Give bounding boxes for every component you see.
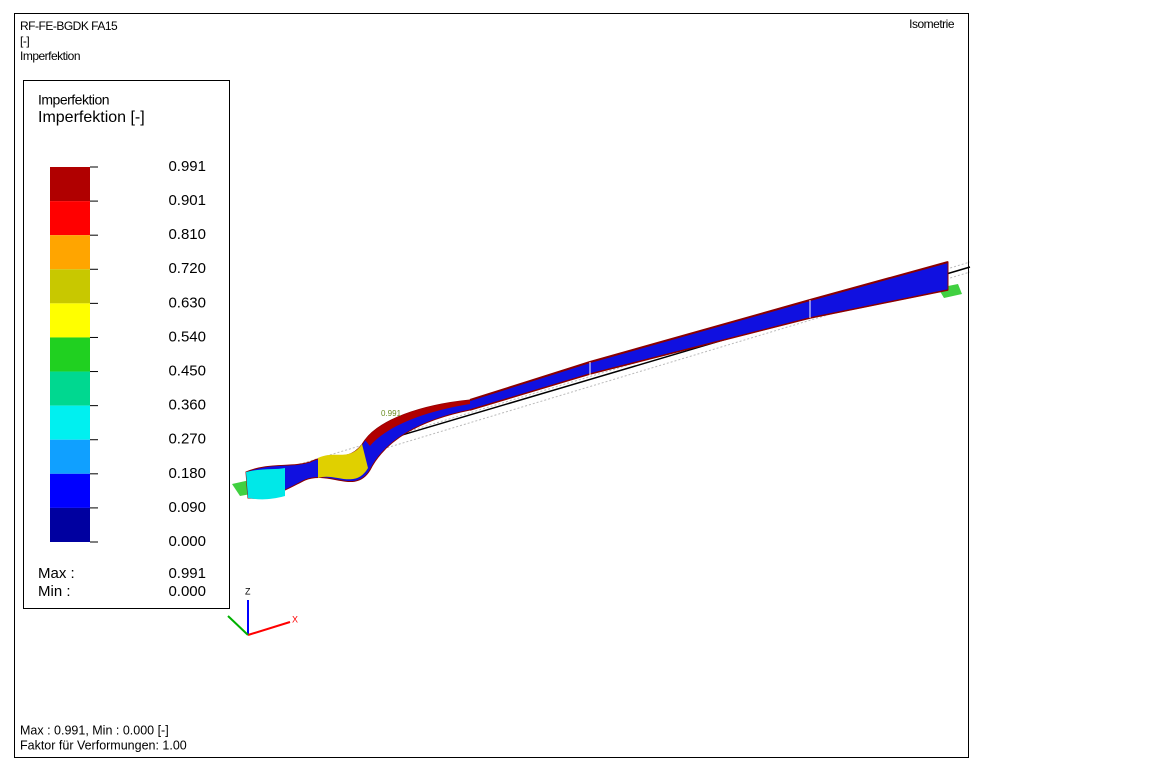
legend-band	[50, 371, 90, 406]
legend-value: 0.180	[168, 465, 206, 482]
legend-min-label: Min :	[38, 583, 71, 600]
footer-line: Faktor für Verformungen: 1.00	[20, 738, 187, 752]
legend-value: 0.720	[168, 260, 206, 277]
legend-band	[50, 201, 90, 236]
legend-min: 0.000	[168, 583, 206, 600]
legend-max: 0.991	[168, 565, 206, 582]
legend-band	[50, 405, 90, 440]
legend-band	[50, 337, 90, 372]
axis-label: X	[292, 614, 298, 624]
legend-value: 0.000	[168, 533, 206, 550]
legend-value: 0.991	[168, 158, 206, 175]
max-marker: 0.991	[381, 409, 402, 418]
legend-max-label: Max :	[38, 565, 75, 582]
legend-band	[50, 303, 90, 338]
legend-value: 0.901	[168, 192, 206, 209]
model: 0.991	[232, 261, 971, 500]
axis-label: Z	[245, 586, 251, 596]
legend-value: 0.540	[168, 328, 206, 345]
header-line: RF-FE-BGDK FA15	[20, 19, 118, 33]
legend-band	[50, 507, 90, 542]
legend-subtitle: Imperfektion [-]	[38, 109, 145, 126]
footer-line: Max : 0.991, Min : 0.000 [-]	[20, 723, 169, 737]
view-name: Isometrie	[909, 17, 955, 31]
legend-value: 0.090	[168, 499, 206, 516]
legend-value: 0.630	[168, 294, 206, 311]
legend-band	[50, 439, 90, 474]
legend-band	[50, 167, 90, 202]
axis-triad: Z X	[227, 586, 298, 636]
legend-value: 0.270	[168, 431, 206, 448]
header-line: Imperfektion	[20, 49, 80, 63]
legend-title: Imperfektion	[38, 92, 109, 108]
legend-value: 0.450	[168, 363, 206, 380]
legend-band	[50, 473, 90, 508]
legend-band	[50, 269, 90, 304]
legend-value: 0.810	[168, 226, 206, 243]
legend-band	[50, 235, 90, 270]
legend-value: 0.360	[168, 397, 206, 414]
header-line: [-]	[20, 34, 29, 48]
